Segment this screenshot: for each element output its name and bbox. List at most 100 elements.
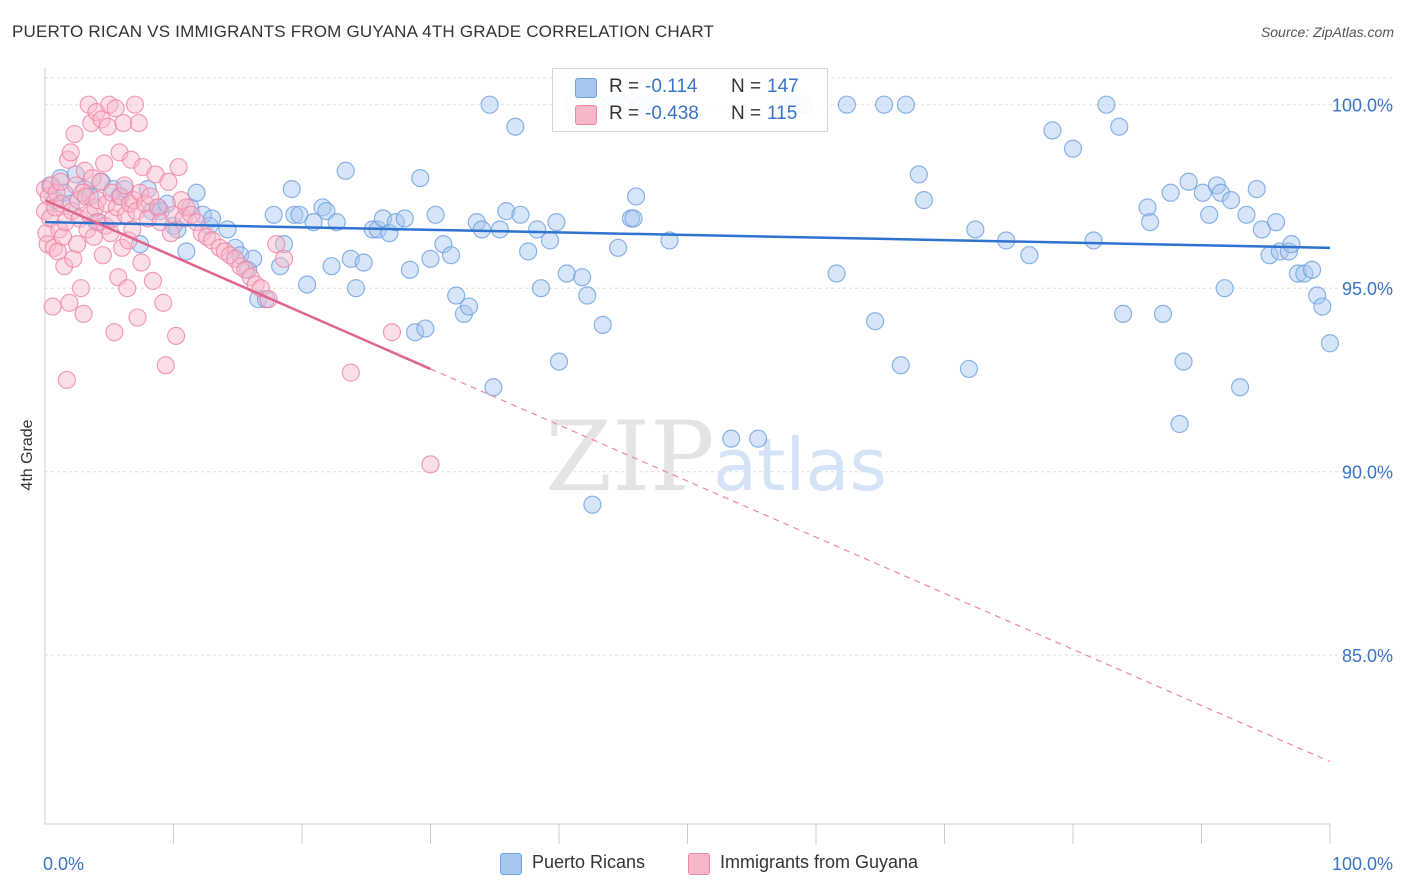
puerto-ricans-point [1302,260,1322,279]
puerto-ricans-point [511,205,530,224]
guyana-point [267,235,286,254]
puerto-ricans-point [506,117,525,136]
puerto-ricans-point [1170,414,1189,434]
puerto-ricans-point [626,187,646,206]
puerto-ricans-point [1161,183,1180,202]
legend-label: Puerto Ricans [532,852,646,872]
puerto-ricans-point [549,352,569,371]
puerto-ricans-point [1140,213,1160,232]
r-label: R = [609,76,640,97]
x-tick-label: 100.0% [1332,854,1393,874]
guyana-point [43,297,62,316]
guyana-point [154,293,173,312]
guyana-point [112,238,132,257]
guyana-point [95,154,114,173]
guyana-point [93,246,112,265]
puerto-ricans-point [837,95,856,114]
puerto-ricans-point [1097,95,1116,114]
guyana-point [65,124,84,144]
puerto-ricans-point [1211,183,1230,202]
r-label: R = [609,103,640,124]
legend-label: Immigrants from Guyana [720,852,919,872]
puerto-ricans-point [547,213,566,232]
puerto-ricans-point [896,95,916,114]
guyana-point [143,271,163,290]
guyana-point [57,370,76,390]
puerto-ricans-point [157,194,177,213]
n-label: N = [731,103,762,124]
guyana-point [74,304,93,323]
guyana-point [105,323,124,342]
puerto-ricans-point [411,168,430,188]
puerto-ricans-point [497,202,516,221]
guyana-point [60,293,79,312]
chart-title: PUERTO RICAN VS IMMIGRANTS FROM GUYANA 4… [12,22,715,41]
guyana-point [169,157,188,177]
puerto-ricans-point [540,231,560,250]
tick-labels: 100.0% 95.0% 90.0% 85.0% 0.0% 100.0% [43,96,1393,874]
grid-lines [45,77,1395,656]
puerto-ricans-point [1230,378,1250,397]
puerto-ricans-point [346,279,366,298]
puerto-ricans-point [722,429,741,448]
puerto-ricans-point [528,220,547,239]
guyana-point [382,323,402,342]
puerto-ricans-point [282,180,301,199]
puerto-ricans-point [264,205,283,224]
puerto-ricans-point [1063,139,1083,158]
y-tick-label: 100.0% [1332,96,1393,116]
puerto-ricans-point [1237,205,1256,224]
puerto-ricans-point [1084,231,1103,250]
guyana-point [114,113,133,133]
guyana-point [75,161,94,180]
guyana-point [148,198,168,217]
guyana-point [156,356,175,375]
puerto-ricans-point [593,315,612,334]
guyana-point [115,176,134,195]
puerto-ricans-point [827,264,846,283]
puerto-ricans-point [1179,172,1198,191]
guyana-point [91,172,110,191]
puerto-ricans-point [459,297,479,316]
puerto-ricans-point [1221,191,1241,210]
puerto-ricans-point [395,209,414,228]
guyana-point [88,191,107,210]
puerto-ricans-point [624,209,643,228]
guyana-point [68,235,87,254]
guyana-point [86,198,105,217]
guyana-point [274,249,294,268]
stats-swatch-puerto-ricans [575,78,597,98]
x-tick-label: 0.0% [43,854,84,874]
puerto-ricans-point [1114,304,1133,323]
puerto-ricans-point [1247,180,1266,199]
watermark: ZIP atlas [545,401,887,513]
guyana-point [125,95,145,114]
puerto-ricans-point [909,165,928,184]
puerto-ricans-point [583,495,602,514]
stats-swatch-guyana [575,105,597,125]
puerto-ricans-point [891,356,910,375]
puerto-ricans-point [426,205,445,224]
puerto-ricans-point [472,220,491,239]
puerto-ricans-point [578,286,597,305]
puerto-ricans-point [1288,264,1307,283]
puerto-ricans-point [749,429,768,448]
puerto-ricans-point [1200,205,1219,224]
puerto-ricans-point [966,220,985,239]
puerto-ricans-point [1313,297,1332,316]
guyana-point [159,172,178,191]
source-note: Source: ZipAtlas.com [1260,24,1394,40]
guyana-point [61,143,80,162]
puerto-ricans-point [447,286,466,305]
n-value: 115 [767,103,798,124]
puerto-ricans-point [1215,279,1234,298]
guyana-point [341,363,360,382]
puerto-ricans-trend-line [44,220,1331,250]
watermark-atlas: atlas [713,423,887,507]
guyana-point [166,326,186,346]
guyana-point [118,279,137,298]
puerto-ricans-point [1308,286,1327,305]
puerto-ricans-point [484,378,503,397]
n-label: N = [731,76,762,97]
